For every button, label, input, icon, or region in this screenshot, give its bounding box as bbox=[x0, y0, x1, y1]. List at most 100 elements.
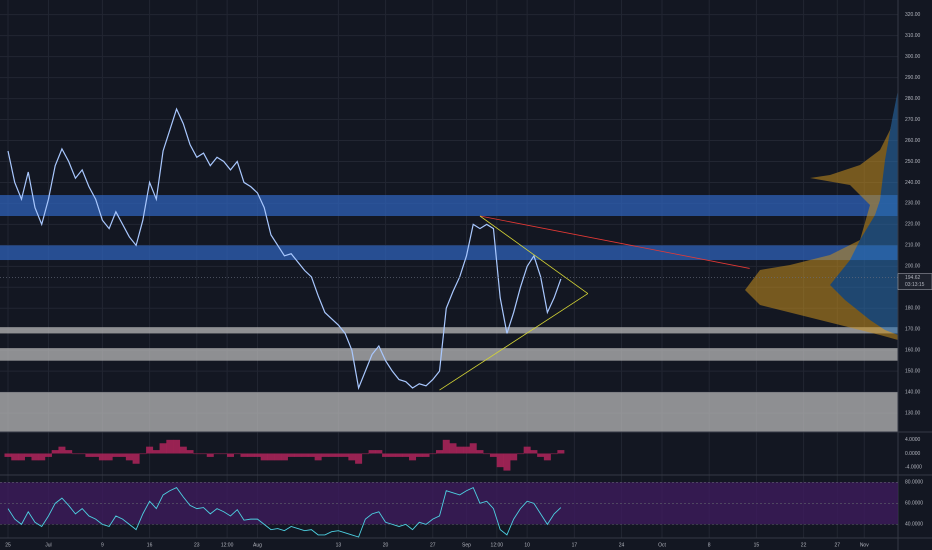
macd-bar bbox=[119, 453, 127, 457]
macd-bar bbox=[98, 453, 106, 461]
macd-bar bbox=[307, 453, 315, 457]
macd-bar bbox=[159, 443, 167, 454]
macd-bar bbox=[24, 453, 32, 457]
zone bbox=[0, 327, 898, 334]
y-tick-label: 260.00 bbox=[905, 138, 921, 144]
macd-bar bbox=[44, 453, 52, 457]
macd-bar bbox=[17, 453, 25, 461]
x-tick-label: 20 bbox=[383, 542, 389, 548]
macd-bar bbox=[253, 453, 261, 457]
rsi-line bbox=[7, 486, 562, 538]
macd-bar bbox=[301, 453, 309, 457]
macd-bar bbox=[240, 453, 248, 457]
last-price-label: 194.62 bbox=[905, 275, 921, 281]
macd-bar bbox=[422, 453, 430, 457]
zone bbox=[0, 392, 898, 432]
macd-bar bbox=[456, 446, 464, 454]
x-tick-label: 16 bbox=[147, 542, 153, 548]
macd-bar bbox=[348, 453, 356, 461]
macd-bar bbox=[213, 453, 221, 455]
x-tick-label: Sep bbox=[462, 542, 471, 548]
x-tick-label: 9 bbox=[101, 542, 104, 548]
macd-bar bbox=[193, 453, 201, 455]
volume-profile bbox=[745, 90, 898, 340]
macd-bar bbox=[220, 453, 228, 455]
rsi-tick-label: 80.0000 bbox=[905, 480, 923, 486]
macd-bar bbox=[146, 446, 154, 454]
y-tick-label: 290.00 bbox=[905, 75, 921, 81]
x-tick-label: 25 bbox=[5, 542, 11, 548]
macd-bar bbox=[395, 453, 403, 457]
macd-bar bbox=[503, 453, 511, 471]
macd-bar bbox=[368, 450, 376, 454]
macd-bar bbox=[402, 453, 410, 457]
macd-bar bbox=[496, 453, 504, 468]
trendline bbox=[479, 215, 589, 294]
macd-bar bbox=[173, 439, 181, 454]
zone bbox=[0, 195, 898, 216]
macd-bar bbox=[233, 453, 241, 455]
macd-bar bbox=[287, 453, 295, 457]
macd-bar bbox=[429, 453, 437, 455]
countdown-label: 03:13:15 bbox=[905, 282, 925, 288]
macd-bar bbox=[274, 453, 282, 461]
macd-bar bbox=[132, 453, 140, 464]
macd-bar bbox=[51, 450, 59, 454]
y-tick-label: 210.00 bbox=[905, 243, 921, 249]
macd-bar bbox=[267, 453, 275, 461]
x-tick-label: Oct bbox=[658, 542, 666, 548]
macd-bar bbox=[71, 453, 79, 455]
macd-bar bbox=[483, 453, 491, 455]
macd-bar bbox=[361, 453, 369, 455]
x-tick-label: 17 bbox=[572, 542, 578, 548]
macd-bar bbox=[334, 453, 342, 457]
macd-bar bbox=[260, 453, 268, 461]
macd-bar bbox=[388, 453, 396, 457]
macd-bar bbox=[4, 453, 12, 457]
macd-bar bbox=[469, 443, 477, 454]
x-tick-label: 22 bbox=[801, 542, 807, 548]
macd-bar bbox=[226, 453, 234, 457]
y-tick-label: 170.00 bbox=[905, 327, 921, 333]
macd-bar bbox=[58, 446, 66, 454]
x-tick-label: 24 bbox=[619, 542, 625, 548]
macd-bar bbox=[280, 453, 288, 461]
macd-bar bbox=[206, 453, 214, 457]
macd-tick-label: -4.0000 bbox=[905, 464, 922, 470]
macd-bar bbox=[31, 453, 39, 461]
macd-bar bbox=[516, 453, 524, 455]
y-tick-label: 140.00 bbox=[905, 389, 921, 395]
macd-bar bbox=[382, 453, 390, 457]
macd-bar bbox=[200, 453, 208, 455]
macd-bar bbox=[476, 450, 484, 454]
trendline bbox=[439, 293, 589, 391]
macd-bar bbox=[537, 453, 545, 457]
y-tick-label: 250.00 bbox=[905, 159, 921, 165]
macd-bar bbox=[355, 453, 363, 464]
macd-bar bbox=[85, 453, 93, 457]
y-tick-label: 280.00 bbox=[905, 96, 921, 102]
macd-bar bbox=[125, 453, 133, 461]
macd-bar bbox=[186, 450, 194, 454]
macd-bar bbox=[436, 450, 444, 454]
macd-bar bbox=[375, 450, 383, 454]
macd-bar bbox=[462, 446, 470, 454]
y-tick-label: 270.00 bbox=[905, 117, 921, 123]
y-tick-label: 240.00 bbox=[905, 180, 921, 186]
x-tick-label: 13 bbox=[336, 542, 342, 548]
macd-bar bbox=[341, 453, 349, 457]
macd-bar bbox=[550, 453, 558, 455]
y-tick-label: 200.00 bbox=[905, 264, 921, 270]
x-tick-label: Nov bbox=[860, 542, 869, 548]
x-tick-label: 15 bbox=[754, 542, 760, 548]
profile-down bbox=[830, 90, 898, 335]
trendline bbox=[479, 215, 750, 269]
macd-bar bbox=[557, 450, 565, 454]
macd-bar bbox=[489, 453, 497, 457]
zone bbox=[0, 348, 898, 361]
macd-bar bbox=[409, 453, 417, 461]
y-tick-label: 300.00 bbox=[905, 54, 921, 60]
macd-bar bbox=[152, 450, 160, 454]
macd-bar bbox=[38, 453, 46, 461]
